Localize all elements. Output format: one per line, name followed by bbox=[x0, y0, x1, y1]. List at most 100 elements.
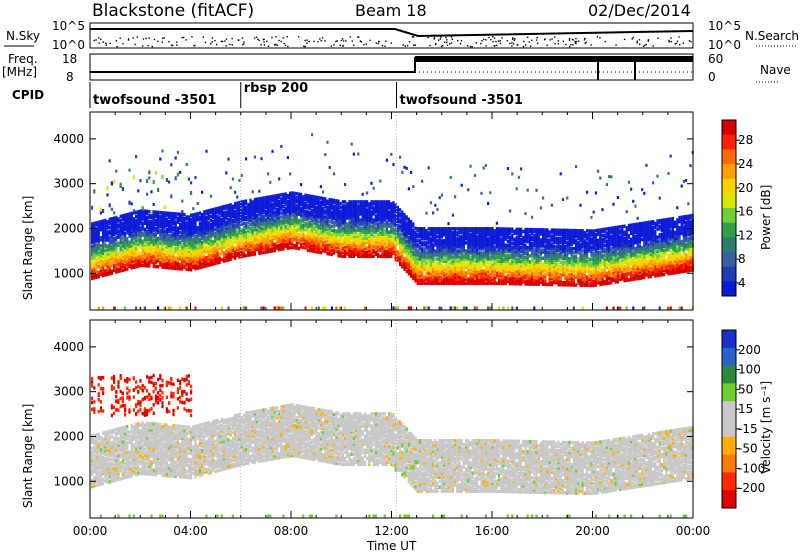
power-cell bbox=[175, 261, 177, 265]
power-cell bbox=[164, 245, 166, 249]
power-cell bbox=[95, 274, 97, 278]
power-cell bbox=[161, 175, 163, 179]
power-cell bbox=[326, 141, 328, 144]
power-cell bbox=[458, 249, 460, 253]
nsearch-point bbox=[584, 38, 585, 39]
power-cell bbox=[366, 251, 368, 255]
power-cell bbox=[183, 217, 185, 221]
power-cell bbox=[443, 271, 445, 275]
power-cell bbox=[379, 200, 381, 204]
nsearch-point bbox=[304, 40, 305, 41]
power-cell bbox=[377, 222, 379, 226]
power-cell bbox=[344, 204, 346, 208]
nsearch-point bbox=[263, 39, 264, 40]
power-cell bbox=[456, 249, 458, 253]
power-cell bbox=[146, 193, 148, 196]
power-cell bbox=[133, 264, 135, 268]
power-cell bbox=[205, 256, 207, 260]
power-cell bbox=[205, 210, 207, 214]
power-cell bbox=[472, 267, 474, 271]
nsearch-point bbox=[599, 37, 600, 38]
nsearch-point bbox=[544, 39, 545, 40]
power-cell bbox=[313, 225, 315, 229]
power-cell bbox=[104, 249, 106, 253]
nsearch-point bbox=[357, 36, 358, 37]
power-cell bbox=[357, 204, 359, 208]
power-cell bbox=[188, 215, 190, 219]
power-cell bbox=[106, 186, 108, 190]
power-cell bbox=[333, 229, 335, 233]
power-cell bbox=[175, 246, 177, 250]
nsearch-point bbox=[653, 45, 654, 46]
nsearch-point bbox=[670, 37, 671, 38]
power-cell bbox=[172, 258, 174, 262]
power-cell bbox=[377, 232, 379, 236]
power-cell bbox=[403, 213, 405, 217]
power-cell bbox=[91, 222, 93, 226]
nsearch-point bbox=[586, 42, 587, 43]
power-cell bbox=[476, 235, 478, 239]
power-cell bbox=[111, 261, 113, 265]
power-cell bbox=[373, 218, 375, 222]
nsearch-point bbox=[597, 36, 598, 37]
power-cell bbox=[436, 269, 438, 273]
nsearch-point bbox=[481, 40, 482, 41]
nsearch-point bbox=[382, 45, 383, 46]
power-cell bbox=[311, 133, 313, 136]
power-cell bbox=[106, 252, 108, 256]
power-cell bbox=[205, 150, 207, 153]
power-cell bbox=[313, 231, 315, 235]
power-cell bbox=[254, 198, 256, 202]
power-cell bbox=[280, 211, 282, 215]
power-cell bbox=[214, 207, 216, 211]
power-cell bbox=[280, 215, 282, 219]
power-cell bbox=[311, 209, 313, 213]
power-cell bbox=[476, 227, 478, 231]
power-cell bbox=[146, 179, 148, 183]
nsearch-point bbox=[446, 39, 447, 40]
nsearch-point bbox=[254, 37, 255, 38]
nsearch-point bbox=[303, 46, 304, 47]
power-cell bbox=[225, 220, 227, 224]
power-cell bbox=[276, 208, 278, 212]
power-cell bbox=[469, 255, 471, 259]
nsearch-point bbox=[171, 44, 172, 45]
nsearch-point bbox=[222, 41, 223, 42]
power-cell bbox=[249, 223, 251, 227]
power-cell bbox=[197, 260, 199, 264]
power-cell bbox=[450, 261, 452, 265]
power-cell bbox=[333, 205, 335, 209]
power-cell bbox=[434, 227, 436, 231]
power-cell bbox=[300, 237, 302, 241]
nsearch-point bbox=[376, 42, 377, 43]
nsearch-point bbox=[517, 44, 518, 45]
power-cell bbox=[465, 241, 467, 245]
power-cell bbox=[370, 200, 372, 204]
power-cell bbox=[410, 220, 412, 224]
power-cell bbox=[263, 196, 265, 200]
power-cell bbox=[432, 267, 434, 271]
power-cell bbox=[133, 241, 135, 245]
power-cell bbox=[307, 222, 309, 226]
power-cell bbox=[274, 243, 276, 247]
power-cell bbox=[342, 242, 344, 246]
power-cell bbox=[315, 206, 317, 210]
power-cell bbox=[386, 200, 388, 204]
nsearch-point bbox=[350, 36, 351, 37]
power-cell bbox=[485, 227, 487, 231]
power-cell bbox=[335, 229, 337, 233]
nsearch-point bbox=[168, 41, 169, 42]
power-cell bbox=[298, 239, 300, 243]
nsearch-point bbox=[232, 44, 233, 45]
power-cell bbox=[458, 255, 460, 259]
power-cell bbox=[232, 241, 234, 245]
power-cell bbox=[364, 251, 366, 255]
nsearch-point bbox=[271, 37, 272, 38]
nsearch-point bbox=[147, 45, 148, 46]
power-cell bbox=[100, 220, 102, 224]
nsearch-point bbox=[143, 38, 144, 39]
power-cell bbox=[443, 277, 445, 281]
power-cell bbox=[373, 249, 375, 253]
nsearch-point bbox=[637, 41, 638, 42]
power-cell bbox=[340, 238, 342, 242]
